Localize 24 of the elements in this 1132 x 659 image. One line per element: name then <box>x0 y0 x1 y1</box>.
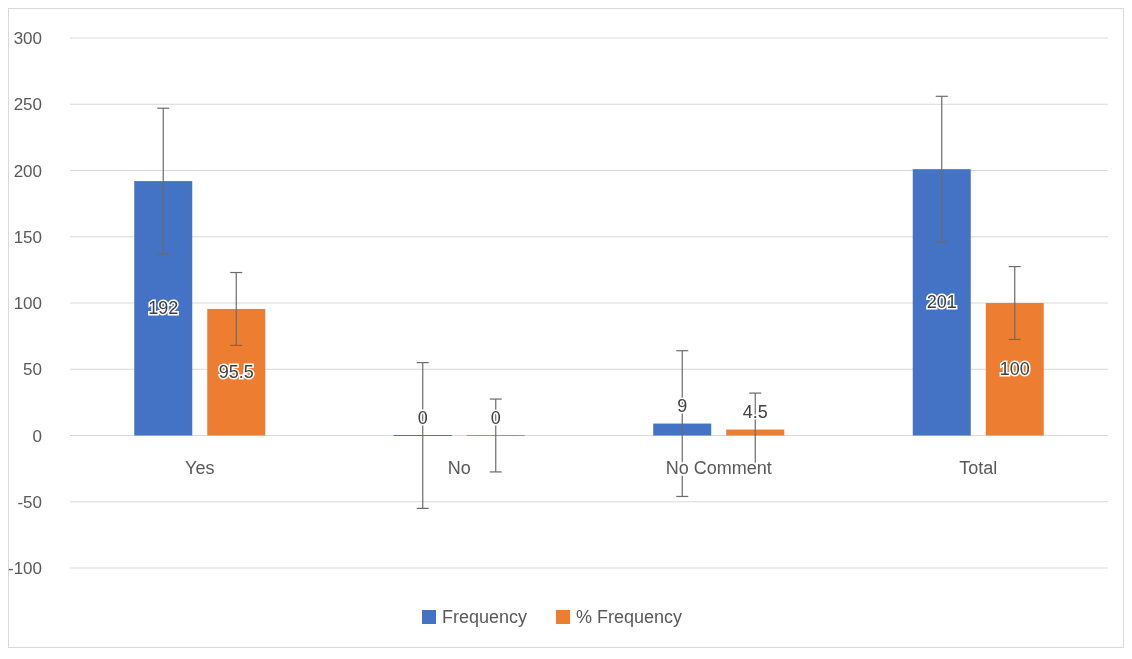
legend-label: % Frequency <box>576 607 683 627</box>
data-label: 100 <box>999 359 1030 380</box>
x-tick-label: Total <box>959 457 998 478</box>
bar <box>985 303 1044 436</box>
y-tick-label: 0 <box>32 426 42 446</box>
bar <box>726 429 785 436</box>
x-tick-label: No <box>447 457 471 478</box>
x-tick-label: Yes <box>185 457 215 478</box>
bar <box>207 308 266 436</box>
y-tick-label: 150 <box>13 227 42 247</box>
data-label: 192 <box>148 298 179 319</box>
y-tick-label: -100 <box>7 559 42 578</box>
bar <box>912 169 971 436</box>
legend-label: Frequency <box>442 607 528 627</box>
y-tick-label: -50 <box>17 492 42 512</box>
y-tick-label: 100 <box>13 294 42 313</box>
bar <box>653 423 712 436</box>
y-tick-label: 50 <box>23 360 42 380</box>
data-label: 95.5 <box>218 362 254 383</box>
y-tick-label: 250 <box>13 95 42 115</box>
y-tick-label: 200 <box>13 161 42 181</box>
data-label: 201 <box>926 292 957 313</box>
y-tick-label: 300 <box>13 29 42 48</box>
bar <box>134 181 193 436</box>
